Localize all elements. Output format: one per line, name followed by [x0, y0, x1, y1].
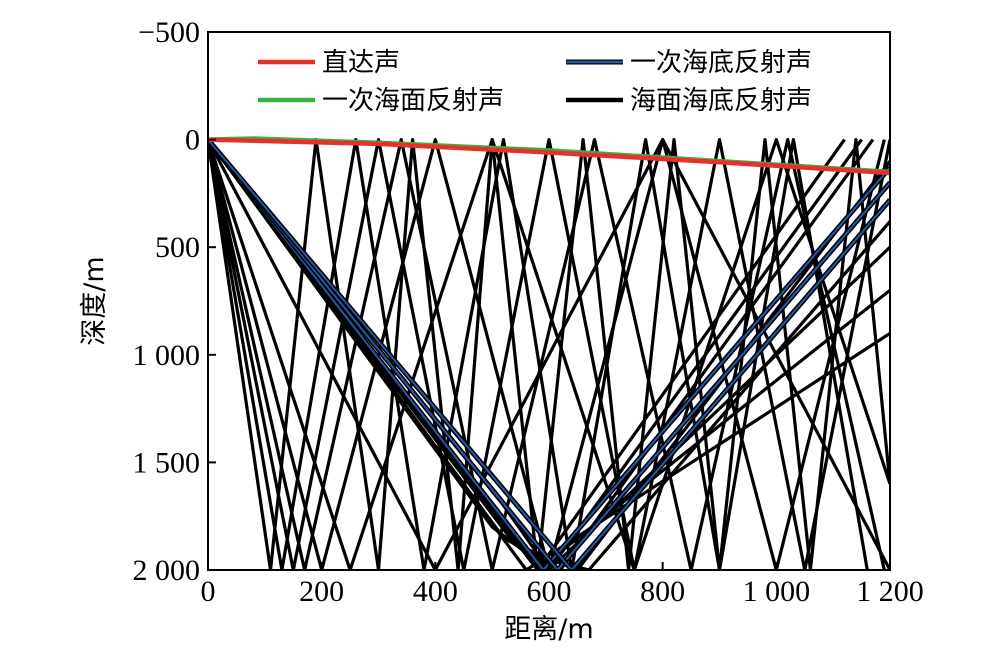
series-line — [208, 138, 890, 570]
series-layer — [208, 136, 890, 570]
legend-item: 一次海底反射声 — [566, 48, 812, 78]
series-line — [208, 138, 886, 570]
legend-label: 海面海底反射声 — [630, 86, 812, 116]
legend-label: 一次海面反射声 — [322, 86, 504, 116]
x-tick-label: 200 — [299, 575, 344, 608]
series-line — [208, 138, 890, 570]
series-line — [208, 138, 890, 570]
x-tick-label: 0 — [201, 575, 216, 608]
series-line — [208, 138, 890, 570]
series-line — [208, 138, 890, 570]
y-tick-label: 1 000 — [133, 339, 201, 372]
y-axis-label: 深度/m — [79, 256, 110, 345]
series-line — [208, 137, 890, 176]
x-tick-label: 600 — [527, 575, 572, 608]
legend-label: 一次海底反射声 — [630, 48, 812, 78]
y-tick-label: 0 — [185, 124, 200, 157]
ticks-layer: 0 200 400 600 800 1 000 1 200 −500 0 500 1 000 1 50… — [133, 16, 924, 608]
legend-item: 直达声 — [258, 48, 400, 78]
series-line — [208, 138, 890, 570]
series-1 — [208, 137, 890, 570]
x-tick-label: 400 — [413, 575, 458, 608]
y-tick-label: 500 — [155, 231, 200, 264]
series-0 — [208, 138, 890, 570]
x-axis-label: 距离/m — [504, 614, 593, 645]
y-tick-label: −500 — [138, 16, 200, 49]
series-line — [208, 138, 890, 570]
y-tick-label: 1 500 — [133, 446, 201, 479]
y-tick-label: 2 000 — [133, 554, 201, 587]
x-tick-label: 1 000 — [743, 575, 811, 608]
series-3 — [208, 137, 890, 176]
x-tick-label: 800 — [640, 575, 685, 608]
legend-label: 直达声 — [322, 48, 400, 78]
legend-item: 一次海面反射声 — [258, 86, 504, 116]
legend-item: 海面海底反射声 — [566, 86, 812, 116]
x-tick-label: 1 200 — [856, 575, 924, 608]
